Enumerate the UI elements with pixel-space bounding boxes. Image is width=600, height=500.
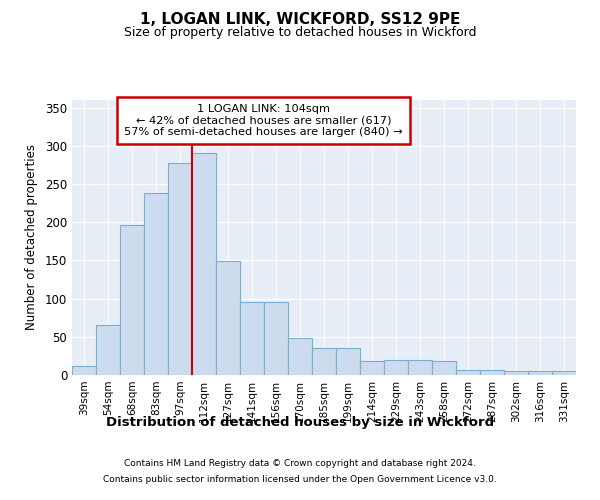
Bar	[432, 361, 456, 375]
Bar	[312, 348, 336, 375]
Bar	[504, 371, 528, 375]
Text: Contains public sector information licensed under the Open Government Licence v3: Contains public sector information licen…	[103, 474, 497, 484]
Bar	[528, 371, 552, 375]
Bar	[360, 361, 384, 375]
Bar	[240, 302, 264, 375]
Bar	[264, 302, 288, 375]
Bar	[96, 326, 120, 375]
Bar	[408, 360, 432, 375]
Bar	[336, 348, 360, 375]
Bar	[144, 193, 168, 375]
Bar	[216, 261, 240, 375]
Bar	[120, 224, 144, 375]
Bar	[72, 366, 96, 375]
Text: Distribution of detached houses by size in Wickford: Distribution of detached houses by size …	[106, 416, 494, 429]
Bar	[168, 162, 192, 375]
Bar	[456, 370, 480, 375]
Bar	[192, 154, 216, 375]
Bar	[552, 371, 576, 375]
Text: Size of property relative to detached houses in Wickford: Size of property relative to detached ho…	[124, 26, 476, 39]
Text: 1 LOGAN LINK: 104sqm
← 42% of detached houses are smaller (617)
57% of semi-deta: 1 LOGAN LINK: 104sqm ← 42% of detached h…	[124, 104, 403, 138]
Bar	[384, 360, 408, 375]
Y-axis label: Number of detached properties: Number of detached properties	[25, 144, 38, 330]
Text: Contains HM Land Registry data © Crown copyright and database right 2024.: Contains HM Land Registry data © Crown c…	[124, 460, 476, 468]
Text: 1, LOGAN LINK, WICKFORD, SS12 9PE: 1, LOGAN LINK, WICKFORD, SS12 9PE	[140, 12, 460, 28]
Bar	[480, 370, 504, 375]
Bar	[288, 338, 312, 375]
